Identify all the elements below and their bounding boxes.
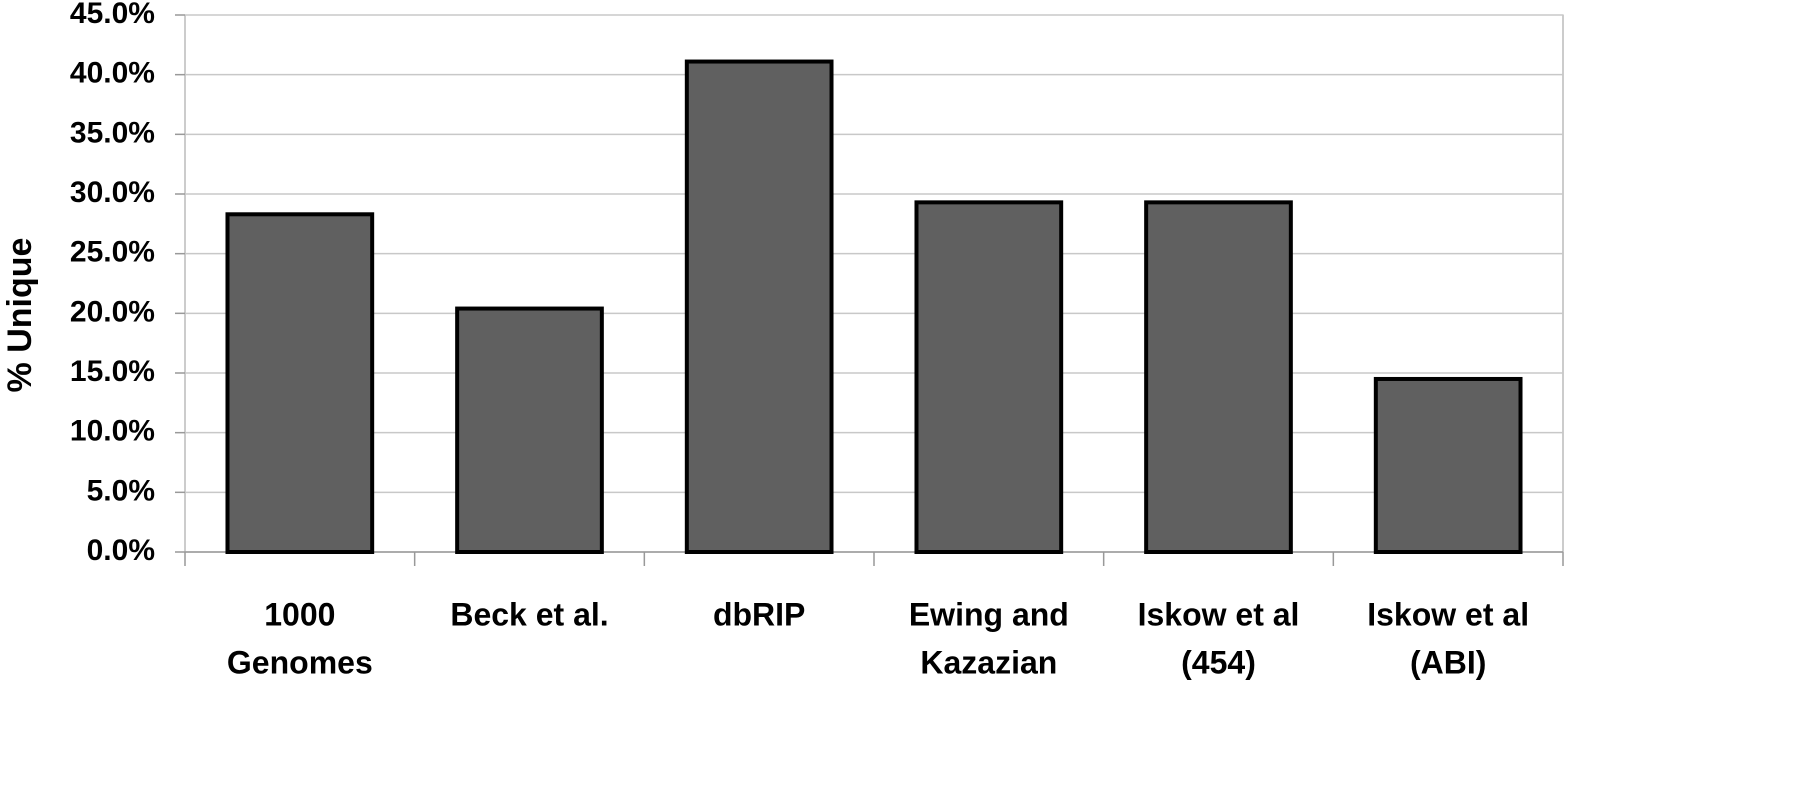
bar <box>455 306 604 554</box>
y-tick-label: 0.0% <box>87 534 155 567</box>
x-tick-label: (ABI) <box>1410 644 1486 680</box>
bar <box>1144 200 1293 554</box>
x-tick-label: Kazazian <box>920 644 1057 680</box>
bar <box>684 59 834 554</box>
x-tick-label: Genomes <box>227 644 373 680</box>
bar <box>914 200 1064 554</box>
x-tick-label: Beck et al. <box>450 596 608 632</box>
y-tick-label: 25.0% <box>70 236 155 269</box>
y-tick-label: 45.0% <box>70 0 155 30</box>
x-tick-label: (454) <box>1181 644 1256 680</box>
y-tick-label: 30.0% <box>70 176 155 209</box>
x-tick-label: Iskow et al <box>1138 596 1300 632</box>
x-tick-label: dbRIP <box>713 596 805 632</box>
x-tick-label: 1000 <box>264 596 335 632</box>
y-tick-label: 15.0% <box>70 355 155 388</box>
y-axis-label: % Unique <box>1 238 39 393</box>
x-tick-label: Ewing and <box>909 596 1069 632</box>
y-tick-label: 5.0% <box>87 474 155 507</box>
bar <box>1373 376 1523 555</box>
y-tick-label: 40.0% <box>70 57 155 90</box>
x-tick-label: Iskow et al <box>1367 596 1529 632</box>
y-tick-label: 10.0% <box>70 415 155 448</box>
y-tick-label: 20.0% <box>70 295 155 328</box>
y-tick-label: 35.0% <box>70 116 155 149</box>
plot-frame <box>184 14 1564 553</box>
bar <box>225 212 375 555</box>
